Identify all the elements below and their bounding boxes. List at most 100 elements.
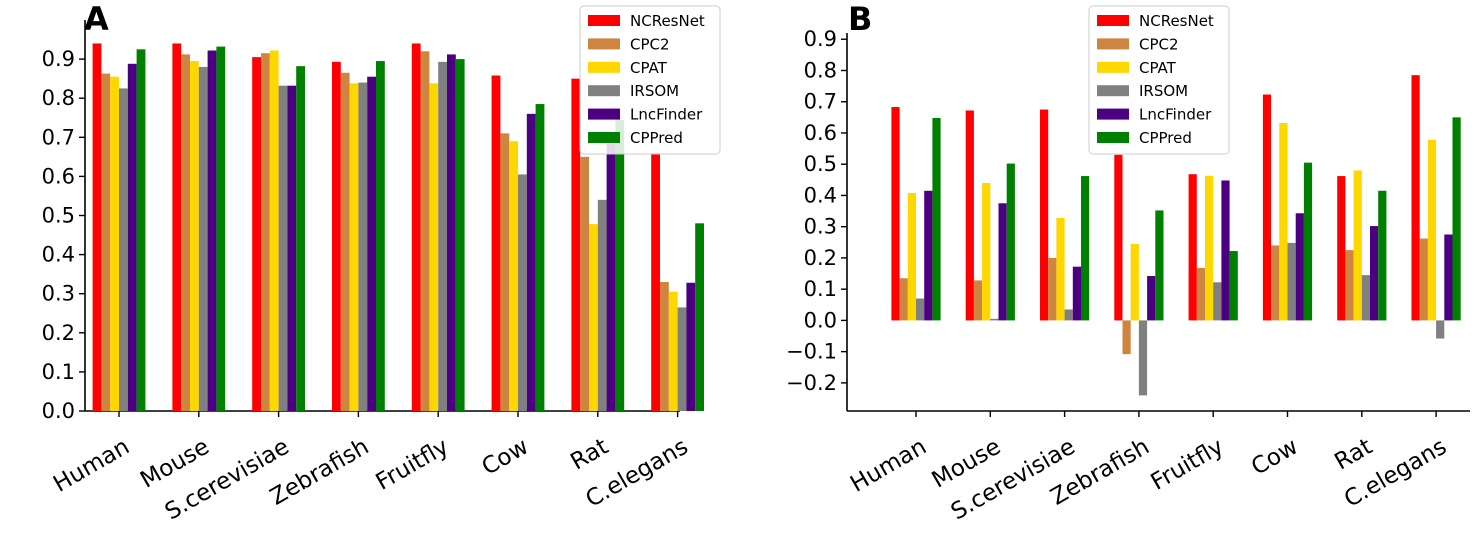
panel-b-bar-lncfinder-cow (1295, 213, 1304, 321)
panel-a-bar-cpat-mouse (190, 61, 199, 412)
panel-a-bar-cppred-cow (535, 104, 545, 411)
panel-b-legend: NCResNet CPC2 CPAT IRSOM LncFinder CPPred (1088, 5, 1230, 155)
panel-a-bar-lncfinder-cow (526, 113, 536, 411)
panel-b-bar-lncfinder-mouse (998, 203, 1007, 321)
panel-a-bar-cppred-rat (615, 119, 625, 411)
panel-b-y-tick-label: 0.5 (804, 152, 837, 176)
panel-b-y-tick-label: 0.1 (804, 277, 837, 301)
panel-b-bar-cppred-fruitfly (1229, 251, 1238, 321)
panel-b-letter: B (848, 0, 872, 38)
panel-b-bar-cppred-human (932, 117, 941, 321)
panel-b-bar-ncresnet-human (891, 107, 900, 321)
panel-b-x-tick-label: Human (846, 434, 931, 498)
panel-b-legend-swatch-ncresnet (1097, 15, 1129, 26)
panel-b-bar-cpat-scerevisiae (1056, 217, 1065, 321)
panel-a-y-tick-label: 0.0 (42, 399, 75, 423)
panel-a-bar-cppred-scerevisiae (296, 66, 305, 411)
panel-b-bar-irsom-mouse (990, 318, 999, 321)
panel-b-bar-ncresnet-rat (1337, 176, 1346, 321)
panel-a-y-tick-label: 0.6 (42, 164, 75, 188)
panel-a-bar-lncfinder-rat (606, 141, 616, 411)
panel-a-bar-cpat-zebrafish (349, 83, 359, 411)
panel-b-legend-label-cpat: CPAT (1139, 59, 1177, 77)
panel-a-legend-swatch-lncfinder (588, 108, 620, 120)
panel-b-bar-cpat-zebrafish (1130, 243, 1139, 321)
panel-a-bar-cpc2-mouse (181, 54, 190, 412)
panel-a-legend: NCResNet CPC2 CPAT IRSOM LncFinder CPPred (579, 5, 721, 155)
panel-b-bar-cppred-rat (1378, 190, 1387, 321)
panel-b-legend-swatch-cpc2 (1097, 38, 1129, 50)
panel-b-bar-irsom-rat (1361, 275, 1370, 321)
panel-b-legend-swatch-lncfinder (1097, 108, 1129, 120)
panel-a-y-tick-label: 0.5 (42, 204, 75, 228)
panel-a-legend-swatch-ncresnet (588, 15, 620, 26)
panel-b-bar-cpc2-mouse (973, 280, 983, 321)
panel-b-bar-cpc2-fruitfly (1196, 267, 1205, 321)
panel-a-bar-cpat-cow (509, 141, 518, 411)
panel-a-bar-lncfinder-zebrafish (367, 76, 376, 411)
panel-b-legend-swatch-cpat (1097, 61, 1129, 73)
panel-b-bar-irsom-fruitfly (1213, 282, 1222, 321)
panel-a-bar-cpc2-human (101, 73, 111, 411)
panel-a-legend-swatch-irsom (588, 85, 620, 97)
panel-b-bar-irsom-cow (1287, 242, 1296, 321)
panel-b-y-tick-label: 0.8 (804, 58, 837, 82)
panel-b-bar-cpc2-zebrafish (1122, 320, 1131, 355)
panel-b-bar-cppred-scerevisiae (1081, 176, 1090, 321)
panel-a-bar-irsom-cow (518, 174, 527, 411)
panel-b-bar-cpat-human (907, 192, 916, 321)
panel-b-legend-label-irsom: IRSOM (1139, 82, 1188, 100)
panel-b-y-tick-label: 0.6 (804, 121, 837, 145)
panel-a-bar-irsom-human (119, 88, 128, 412)
panel-b-bar-ncresnet-fruitfly (1188, 174, 1197, 321)
panel-a-x-tick-label: Human (49, 434, 134, 498)
panel-b-bar-ncresnet-scerevisiae (1040, 109, 1049, 321)
panel-b-y-tick-label: −0.1 (786, 340, 837, 364)
panel-b-legend-label-cpc2: CPC2 (1139, 35, 1179, 53)
panel-a-bar-cppred-human (136, 49, 146, 411)
panel-a-y-tick-label: 0.4 (42, 243, 75, 267)
panel-a-legend-label-lncfinder: LncFinder (630, 106, 703, 124)
panel-b-bar-lncfinder-fruitfly (1221, 180, 1230, 321)
panel-a-bar-ncresnet-cow (491, 75, 501, 411)
panel-b-chart: B −0.2 −0.1 0.0 0.1 0.2 0.3 0.4 0.5 0.6 0.7 0.8 0.9… (786, 0, 1470, 525)
panel-a-x-tick-label: Cow (478, 434, 533, 481)
panel-a-bar-lncfinder-celegans (686, 282, 696, 411)
panel-a-bar-irsom-mouse (198, 66, 208, 412)
panel-b-bar-cpc2-cow (1271, 245, 1280, 321)
panel-b-legend-label-ncresnet: NCResNet (1139, 12, 1214, 30)
panel-b-bar-cppred-mouse (1006, 163, 1015, 321)
panel-b-legend-swatch-irsom (1097, 85, 1129, 97)
panel-a-bar-irsom-scerevisiae (278, 85, 288, 412)
panel-a-bar-cppred-zebrafish (376, 61, 385, 412)
panel-a-bar-irsom-fruitfly (438, 61, 447, 411)
panel-a-bar-ncresnet-rat (571, 78, 581, 412)
panel-a-legend-swatch-cpat (588, 61, 620, 73)
panel-a-y-tick-label: 0.3 (42, 282, 75, 306)
panel-a-bar-cpc2-scerevisiae (261, 53, 270, 412)
panel-a-bar-cppred-fruitfly (455, 59, 465, 411)
panel-b-bar-cpat-fruitfly (1205, 175, 1214, 321)
panel-b-x-tick-label: Rat (1330, 434, 1376, 476)
panel-a-bar-cpc2-celegans (660, 281, 669, 411)
panel-b-y-tick-label: 0.3 (804, 215, 837, 239)
panel-b-bar-irsom-zebrafish (1138, 320, 1148, 396)
panel-a-bar-cpat-scerevisiae (269, 50, 279, 412)
panel-b-bar-lncfinder-human (924, 190, 933, 321)
panel-b-bar-cpc2-rat (1345, 250, 1354, 321)
panel-a-bar-cpc2-zebrafish (340, 72, 350, 411)
panel-a-legend-label-cppred: CPPred (630, 129, 683, 147)
panel-b-bar-lncfinder-zebrafish (1147, 276, 1156, 321)
panel-a-bar-lncfinder-human (127, 63, 137, 412)
panel-b-x-tick-label: Cow (1247, 434, 1302, 481)
panel-a-y-tick-label: 0.2 (42, 321, 75, 345)
panel-b-y-tick-label: 0.7 (804, 90, 837, 114)
panel-b-bar-lncfinder-scerevisiae (1072, 266, 1081, 321)
panel-b-bar-cpat-mouse (982, 182, 991, 321)
panel-a-bar-cpat-fruitfly (429, 83, 439, 411)
panel-a-bar-cpat-celegans (668, 291, 678, 411)
panel-a-bar-irsom-celegans (677, 307, 687, 411)
panel-a-bar-lncfinder-scerevisiae (287, 85, 297, 412)
